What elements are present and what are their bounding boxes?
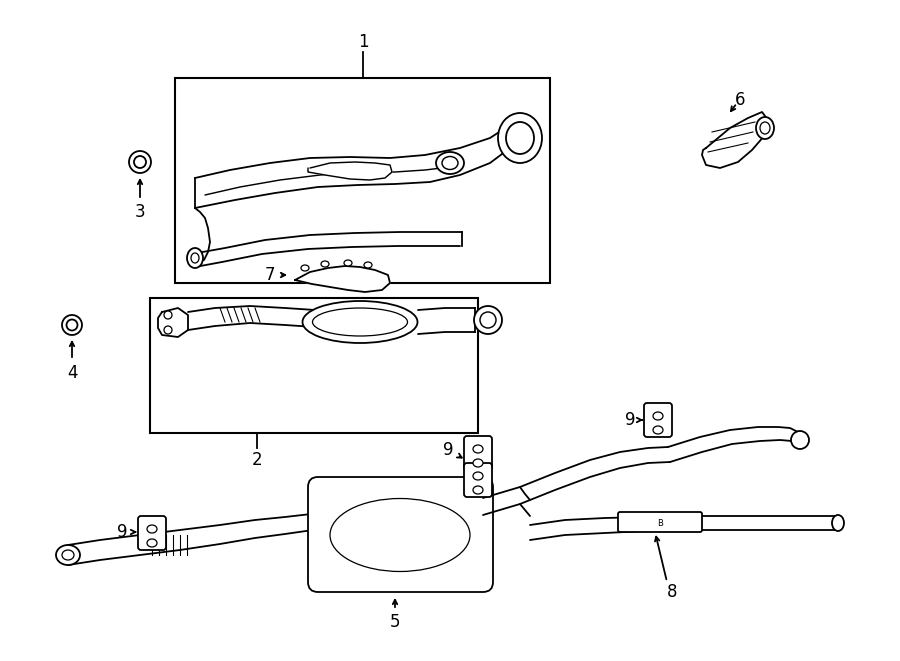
Ellipse shape	[134, 156, 146, 168]
Ellipse shape	[473, 445, 483, 453]
Bar	[150, 298, 478, 433]
Text: 6: 6	[734, 91, 745, 109]
FancyBboxPatch shape	[138, 516, 166, 550]
Text: 8: 8	[667, 583, 677, 601]
Ellipse shape	[756, 117, 774, 139]
Ellipse shape	[330, 498, 470, 572]
Ellipse shape	[436, 152, 464, 174]
FancyBboxPatch shape	[644, 403, 672, 437]
Ellipse shape	[67, 319, 77, 330]
FancyBboxPatch shape	[308, 477, 493, 592]
Ellipse shape	[344, 260, 352, 266]
Polygon shape	[702, 112, 768, 168]
Ellipse shape	[832, 515, 844, 531]
Text: B: B	[657, 518, 663, 527]
Ellipse shape	[791, 431, 809, 449]
Ellipse shape	[442, 157, 458, 169]
Ellipse shape	[480, 312, 496, 328]
Text: 9: 9	[625, 411, 635, 429]
Ellipse shape	[191, 253, 199, 263]
FancyBboxPatch shape	[618, 512, 702, 532]
Ellipse shape	[473, 472, 483, 480]
FancyBboxPatch shape	[464, 436, 492, 470]
Ellipse shape	[760, 122, 770, 134]
Ellipse shape	[187, 248, 203, 268]
Text: 3: 3	[135, 203, 145, 221]
Text: 9: 9	[443, 441, 454, 459]
Ellipse shape	[164, 311, 172, 319]
Text: 2: 2	[252, 451, 262, 469]
Ellipse shape	[312, 308, 408, 336]
Text: 7: 7	[265, 266, 275, 284]
Ellipse shape	[474, 306, 502, 334]
FancyBboxPatch shape	[464, 463, 492, 497]
Ellipse shape	[473, 459, 483, 467]
Ellipse shape	[147, 525, 157, 533]
Ellipse shape	[506, 122, 534, 154]
Text: 5: 5	[390, 613, 400, 631]
Ellipse shape	[164, 326, 172, 334]
Ellipse shape	[653, 426, 663, 434]
Text: 4: 4	[67, 364, 77, 382]
Ellipse shape	[147, 539, 157, 547]
Text: 1: 1	[357, 33, 368, 51]
Polygon shape	[158, 308, 188, 337]
Ellipse shape	[364, 262, 372, 268]
Ellipse shape	[473, 486, 483, 494]
Bar	[175, 78, 550, 283]
Ellipse shape	[62, 315, 82, 335]
Polygon shape	[308, 162, 392, 180]
Ellipse shape	[56, 545, 80, 565]
Ellipse shape	[302, 301, 418, 343]
Polygon shape	[295, 266, 390, 292]
Ellipse shape	[498, 113, 542, 163]
Ellipse shape	[653, 412, 663, 420]
Ellipse shape	[129, 151, 151, 173]
Ellipse shape	[301, 265, 309, 271]
Text: 9: 9	[117, 523, 127, 541]
Ellipse shape	[62, 550, 74, 560]
Ellipse shape	[321, 261, 329, 267]
